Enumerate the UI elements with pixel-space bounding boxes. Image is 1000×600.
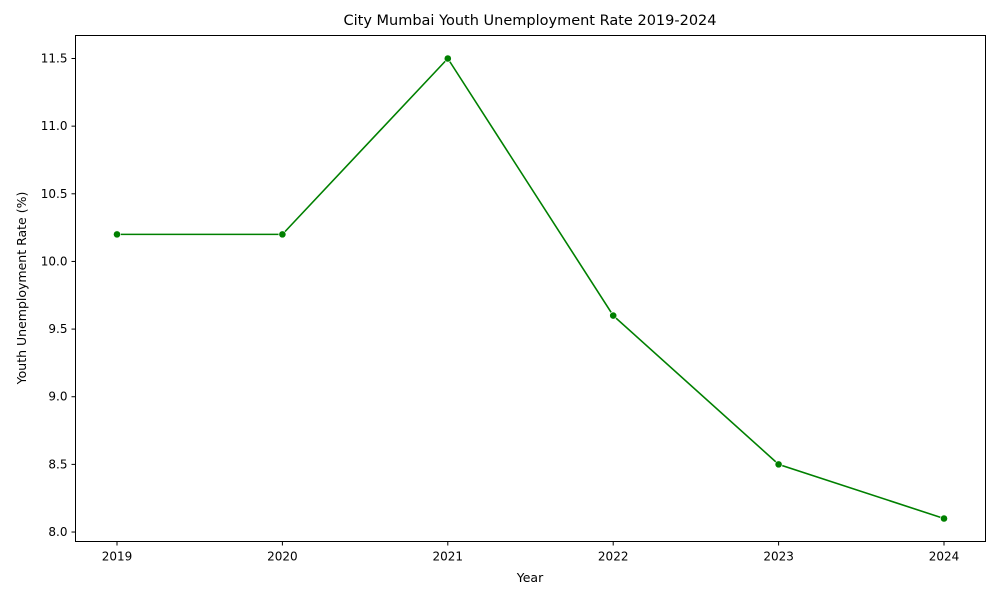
y-tick-label: 8.0 — [48, 525, 67, 539]
chart-title: City Mumbai Youth Unemployment Rate 2019… — [343, 13, 716, 29]
x-tick-label: 2022 — [598, 550, 629, 564]
y-tick-label: 9.0 — [48, 390, 67, 404]
x-tick-label: 2020 — [267, 550, 298, 564]
data-point — [940, 514, 948, 523]
x-tick-label: 2019 — [102, 550, 133, 564]
y-tick-label: 11.0 — [41, 119, 68, 133]
series-markers — [113, 54, 948, 523]
data-point — [113, 230, 121, 239]
x-tick-label: 2023 — [763, 550, 794, 564]
y-tick-label: 10.5 — [41, 187, 68, 201]
x-tick-label: 2024 — [929, 550, 960, 564]
x-tick-label: 2021 — [433, 550, 464, 564]
data-point — [278, 230, 287, 239]
y-axis-title: Youth Unemployment Rate (%) — [14, 192, 29, 386]
data-point — [443, 54, 452, 63]
plot-area-frame — [75, 35, 986, 542]
x-axis: 2019 2020 2021 2022 2023 2024 — [102, 541, 960, 564]
y-tick-label: 10.0 — [41, 254, 68, 268]
y-tick-label: 11.5 — [41, 52, 68, 66]
data-point — [774, 460, 783, 469]
y-tick-label: 9.5 — [48, 322, 67, 336]
series-line — [117, 57, 945, 520]
y-axis: 8.0 8.5 9.0 9.5 10.0 10.5 11.0 11.5 — [41, 52, 76, 539]
data-point — [609, 311, 618, 320]
y-tick-label: 8.5 — [48, 457, 67, 471]
x-axis-title: Year — [516, 570, 544, 585]
